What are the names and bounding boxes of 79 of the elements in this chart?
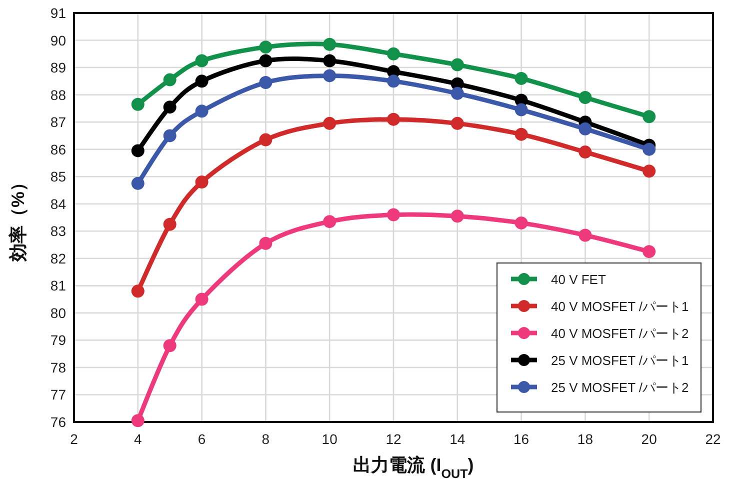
point: [259, 133, 272, 146]
point: [578, 122, 592, 136]
point: [195, 176, 208, 189]
point: [514, 72, 528, 85]
legend-label: 40 V MOSFET /パート2: [551, 326, 689, 341]
point: [195, 74, 208, 88]
y-tick-label: 82: [50, 250, 66, 266]
x-tick-label: 16: [514, 431, 530, 447]
y-tick-label: 87: [50, 114, 66, 130]
y-tick-label: 83: [50, 223, 66, 240]
point: [642, 110, 656, 124]
point: [163, 218, 176, 231]
legend-label: 40 V FET: [551, 272, 606, 287]
point: [259, 76, 272, 90]
point: [131, 176, 144, 190]
y-axis-title: 効率（%）: [8, 173, 28, 263]
point: [259, 54, 272, 68]
point: [323, 69, 336, 82]
x-tick-label: 14: [450, 431, 466, 447]
point: [514, 128, 528, 141]
point: [450, 58, 464, 72]
x-tick-label: 20: [641, 431, 658, 447]
y-tick-label: 88: [50, 86, 66, 103]
point: [387, 47, 400, 60]
x-tick-label: 2: [70, 431, 78, 447]
point: [131, 144, 144, 158]
x-axis-title: 出力電流 (I$_{OUT}$): [353, 455, 474, 479]
point: [578, 228, 592, 242]
point: [514, 216, 528, 230]
point: [642, 142, 656, 156]
point: [387, 208, 400, 222]
point: [387, 74, 400, 88]
y-tick-label: 89: [50, 60, 66, 76]
x-tick-label: 4: [134, 431, 142, 447]
point: [195, 292, 208, 306]
point: [259, 40, 272, 54]
point: [323, 215, 336, 228]
y-tick-label: 76: [50, 414, 66, 430]
point: [450, 116, 464, 130]
y-tick-label: 81: [50, 278, 66, 294]
point: [131, 284, 144, 298]
x-tick-label: 6: [198, 431, 206, 447]
legend-label: 25 V MOSFET /パート1: [551, 353, 689, 368]
x-tick-label: 10: [322, 431, 338, 447]
y-tick-label: 79: [50, 332, 66, 348]
point: [642, 164, 656, 178]
point: [642, 245, 656, 258]
point: [578, 91, 592, 104]
point: [131, 98, 144, 111]
y-tick-label: 90: [50, 32, 66, 48]
point: [387, 112, 400, 126]
point: [163, 100, 176, 114]
legend-label: 25 V MOSFET /パート2: [551, 380, 689, 395]
y-tick-label: 78: [50, 359, 66, 376]
x-tick-label: 18: [577, 431, 594, 447]
point: [195, 104, 208, 118]
y-tick-label: 91: [50, 5, 66, 21]
point: [131, 414, 144, 428]
x-tick-label: 12: [386, 431, 402, 447]
point: [514, 103, 528, 116]
x-tick-label: 22: [705, 431, 721, 447]
point: [450, 86, 464, 100]
point: [450, 210, 464, 223]
point: [163, 339, 176, 352]
point: [323, 116, 336, 130]
y-tick-label: 84: [50, 196, 66, 212]
y-tick-label: 80: [50, 304, 66, 321]
y-tick-label: 85: [50, 168, 66, 185]
point: [578, 146, 592, 159]
y-tick-label: 77: [50, 386, 66, 403]
point: [323, 38, 336, 51]
point: [163, 73, 176, 86]
point: [259, 236, 272, 250]
point: [163, 129, 176, 142]
point: [323, 54, 336, 68]
point: [195, 54, 208, 68]
x-tick-label: 8: [262, 431, 270, 447]
y-tick-label: 86: [50, 141, 66, 158]
legend-label: 40 V MOSFET /パート1: [551, 299, 689, 314]
